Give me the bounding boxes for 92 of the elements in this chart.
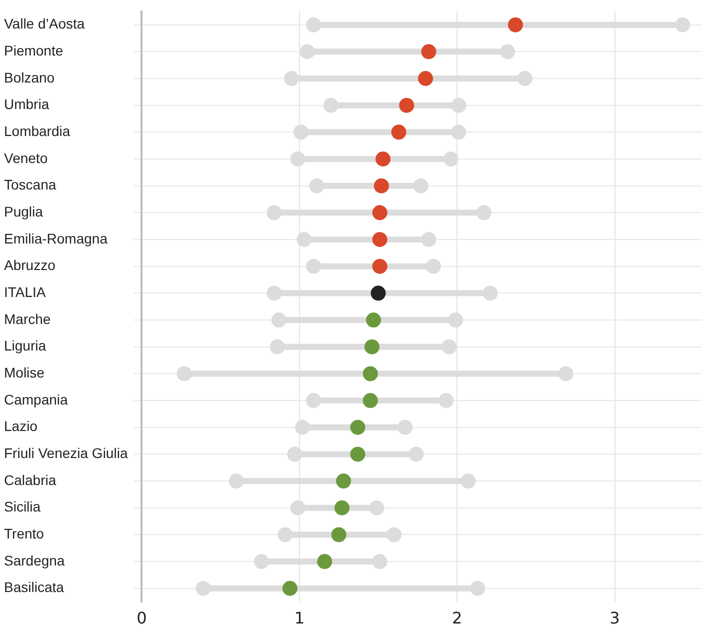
point <box>306 393 322 408</box>
point <box>421 44 436 60</box>
point <box>372 258 388 274</box>
point <box>372 205 388 220</box>
point <box>374 178 389 194</box>
x-tick-label: 0 <box>136 608 147 628</box>
point <box>418 70 434 86</box>
point <box>370 286 386 301</box>
y-tick-label: Lombardia <box>4 123 70 140</box>
point <box>508 17 523 32</box>
point <box>176 366 192 382</box>
y-tick-label: Friuli Venezia Giulia <box>4 445 128 462</box>
point <box>282 580 298 596</box>
point <box>451 124 466 140</box>
y-tick-label: Valle d’Aosta <box>4 16 85 32</box>
point <box>266 286 282 301</box>
y-tick-label: Marche <box>4 310 51 327</box>
point <box>350 446 366 462</box>
point <box>287 446 302 462</box>
point <box>482 286 498 301</box>
point <box>375 152 390 166</box>
y-tick-label: Piemonte <box>4 42 64 59</box>
point <box>300 44 315 60</box>
y-tick-label: Molise <box>4 364 45 381</box>
point <box>372 554 388 570</box>
point <box>290 500 306 516</box>
point <box>408 446 424 462</box>
point <box>470 580 486 596</box>
y-tick-label: Sardegna <box>4 552 65 568</box>
y-tick-label: Bolzano <box>4 69 55 86</box>
point <box>278 527 293 542</box>
point <box>196 580 211 596</box>
y-tick-label: Liguria <box>4 338 46 354</box>
point <box>448 312 464 328</box>
y-tick-label: Abruzzo <box>4 257 56 274</box>
point <box>443 152 458 166</box>
point <box>369 500 384 516</box>
point <box>293 124 308 140</box>
point <box>391 124 406 140</box>
point <box>558 366 574 382</box>
x-tick-label: 2 <box>452 608 462 628</box>
point <box>362 393 378 408</box>
point <box>364 339 380 354</box>
point <box>421 232 436 248</box>
point <box>451 98 466 113</box>
point <box>438 393 454 408</box>
point <box>306 17 322 32</box>
point <box>350 420 366 435</box>
point <box>323 98 338 113</box>
y-tick-label: Campania <box>4 391 68 408</box>
point <box>317 554 332 570</box>
point <box>362 366 378 382</box>
point <box>254 554 270 570</box>
point <box>290 152 306 166</box>
point <box>500 44 516 60</box>
point <box>476 205 492 220</box>
point <box>296 232 312 248</box>
y-tick-label: Umbria <box>4 96 50 112</box>
point <box>309 178 324 194</box>
point <box>366 312 382 328</box>
y-tick-label: Sicilia <box>4 498 41 515</box>
point <box>228 474 244 489</box>
y-tick-label: ITALIA <box>4 284 46 300</box>
point <box>426 258 441 274</box>
point <box>442 339 457 354</box>
y-tick-label: Basilicata <box>4 579 64 596</box>
point <box>675 17 690 32</box>
point <box>460 474 476 489</box>
x-tick-label: 3 <box>610 608 620 628</box>
y-tick-label: Veneto <box>4 150 48 166</box>
point <box>295 420 310 435</box>
point <box>270 339 285 354</box>
point <box>266 205 282 220</box>
point <box>306 258 322 274</box>
point <box>386 527 402 542</box>
point <box>399 98 414 113</box>
point <box>372 232 388 248</box>
point <box>331 527 346 542</box>
y-tick-label: Toscana <box>4 176 56 193</box>
y-tick-label: Lazio <box>4 418 38 434</box>
point <box>336 474 352 489</box>
point <box>517 70 532 86</box>
x-tick-label: 1 <box>294 608 304 628</box>
point <box>334 500 350 516</box>
y-tick-label: Emilia-Romagna <box>4 230 108 246</box>
point <box>271 312 286 328</box>
point <box>284 70 300 86</box>
point <box>398 420 413 435</box>
y-tick-label: Calabria <box>4 472 56 488</box>
y-tick-label: Trento <box>4 526 44 542</box>
point <box>413 178 428 194</box>
y-tick-label: Puglia <box>4 204 44 220</box>
